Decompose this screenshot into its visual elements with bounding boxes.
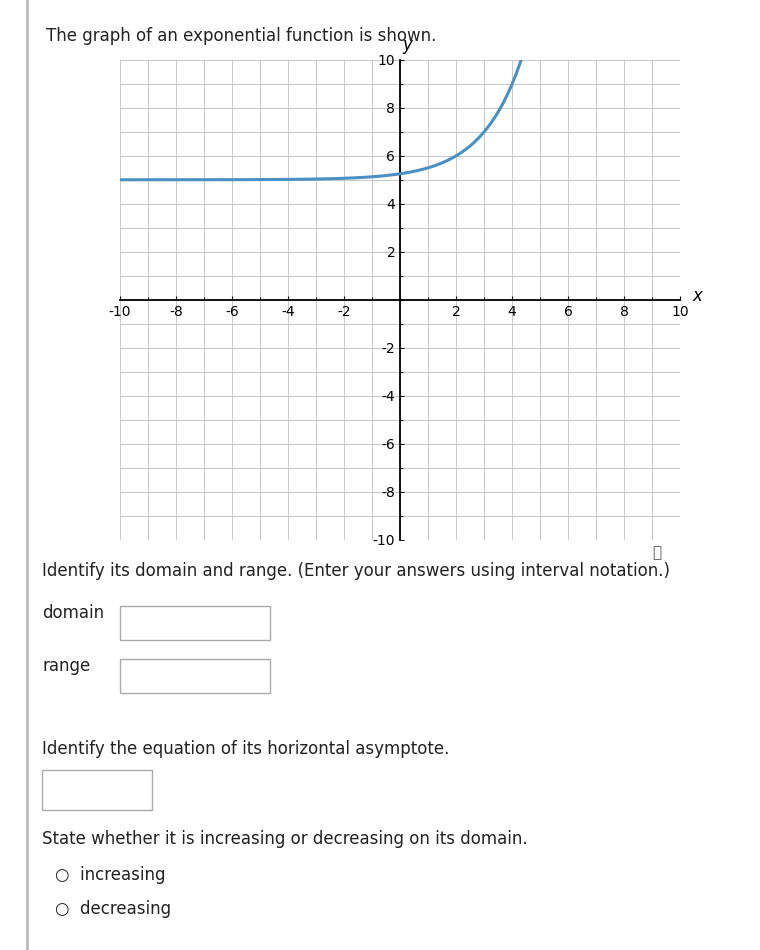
Text: ○  increasing: ○ increasing xyxy=(55,866,166,884)
Text: ⓘ: ⓘ xyxy=(652,545,661,560)
Text: x: x xyxy=(692,287,702,305)
Text: The graph of an exponential function is shown.: The graph of an exponential function is … xyxy=(46,27,436,45)
Text: domain: domain xyxy=(42,604,104,622)
Text: range: range xyxy=(42,657,90,675)
Text: y: y xyxy=(402,36,412,54)
Text: Identify its domain and range. (Enter your answers using interval notation.): Identify its domain and range. (Enter yo… xyxy=(42,562,670,580)
Text: ○  decreasing: ○ decreasing xyxy=(55,900,171,918)
Text: Identify the equation of its horizontal asymptote.: Identify the equation of its horizontal … xyxy=(42,740,449,758)
Text: State whether it is increasing or decreasing on its domain.: State whether it is increasing or decrea… xyxy=(42,830,527,848)
